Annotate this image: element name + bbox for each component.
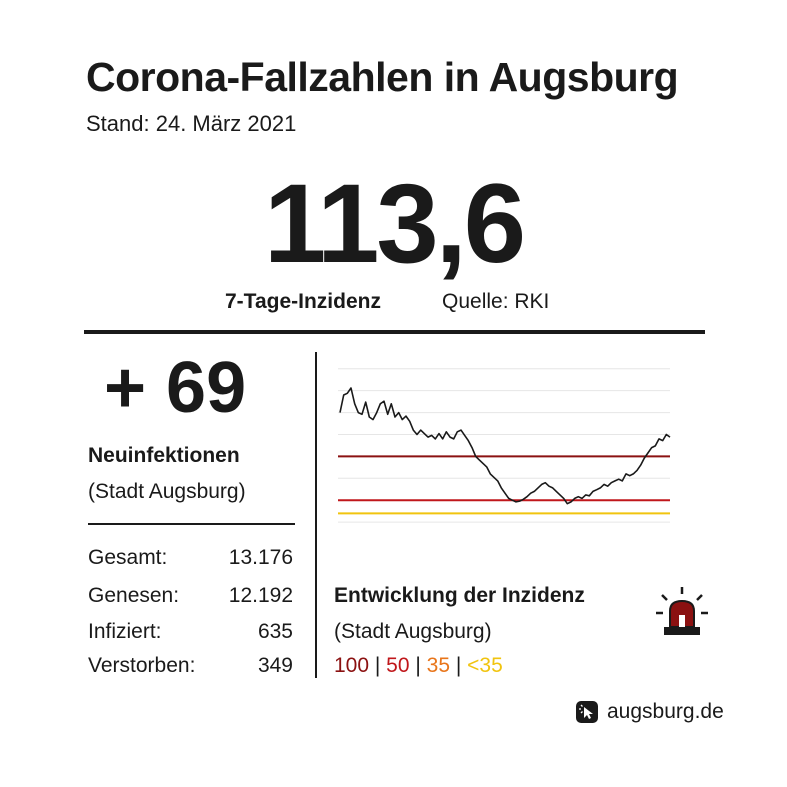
incidence-source: Quelle: RKI xyxy=(442,290,550,313)
top-divider xyxy=(84,330,705,334)
legend-below-35: <35 xyxy=(467,654,503,677)
stat-value: 12.192 xyxy=(228,584,293,607)
chart-thresholds xyxy=(338,455,670,515)
new-infections-sub: (Stadt Augsburg) xyxy=(88,480,246,503)
footer-brand[interactable]: augsburg.de xyxy=(575,700,724,724)
page-title: Corona-Fallzahlen in Augsburg xyxy=(86,54,679,100)
stat-label: Verstorben: xyxy=(88,654,196,677)
chart-title: Entwicklung der Inzidenz xyxy=(334,584,585,607)
footer-text: augsburg.de xyxy=(607,700,724,723)
stat-label: Genesen: xyxy=(88,584,180,607)
stat-value: 349 xyxy=(257,654,293,677)
stat-row-infected: Infiziert: 635 xyxy=(88,620,293,644)
incidence-series-line xyxy=(339,387,671,505)
stat-row-total: Gesamt: 13.176 xyxy=(88,546,293,570)
legend-50: 50 xyxy=(386,654,410,677)
vertical-divider xyxy=(315,352,317,678)
legend-35: 35 xyxy=(426,654,451,677)
siren-icon xyxy=(656,587,708,635)
incidence-value: 113,6 xyxy=(263,161,526,286)
stat-label: Gesamt: xyxy=(88,546,168,569)
new-infections-value: + 69 xyxy=(104,348,247,428)
date-stamp: Stand: 24. März 2021 xyxy=(86,111,297,136)
stats-divider xyxy=(88,523,295,525)
threshold-legend: 100 | 50 | 35 | <35 xyxy=(334,654,503,677)
stat-value: 635 xyxy=(257,620,293,643)
stat-label: Infiziert: xyxy=(88,620,162,643)
chart-grid xyxy=(338,368,670,523)
new-infections-label: Neuinfektionen xyxy=(88,444,240,467)
stat-row-deceased: Verstorben: 349 xyxy=(88,654,293,678)
chart-subtitle: (Stadt Augsburg) xyxy=(334,620,492,643)
legend-100: 100 xyxy=(334,654,370,677)
stat-value: 13.176 xyxy=(228,546,293,569)
incidence-label: 7-Tage-Inzidenz xyxy=(225,290,381,313)
stat-row-recovered: Genesen: 12.192 xyxy=(88,584,293,608)
incidence-line-chart xyxy=(338,368,671,523)
pointer-icon xyxy=(576,701,598,723)
